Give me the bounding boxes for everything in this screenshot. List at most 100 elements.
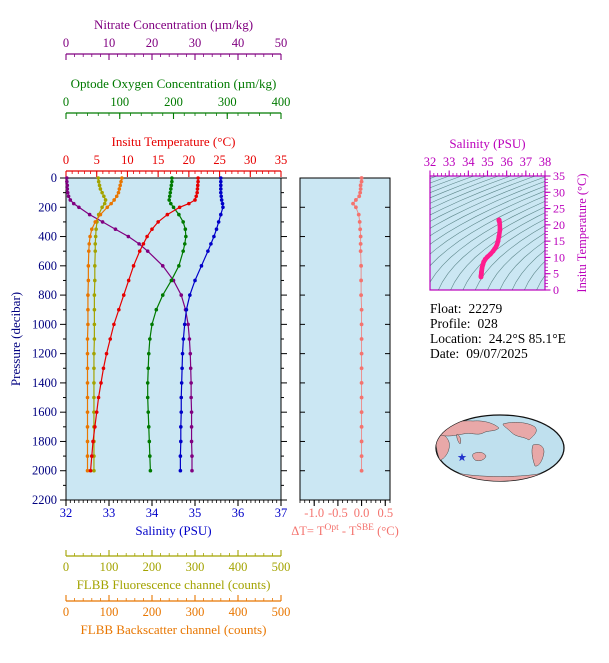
main-plot-area xyxy=(65,177,282,501)
svg-text:300: 300 xyxy=(218,95,237,109)
temperature-axis-title: Insitu Temperature (°C) xyxy=(112,134,236,149)
svg-text:500: 500 xyxy=(272,605,291,619)
svg-text:5: 5 xyxy=(553,267,559,281)
svg-text:0: 0 xyxy=(553,283,559,297)
pressure-axis: 0 200 400 600 800 1000 1200 1400 1600 1800 2000 220… xyxy=(8,171,287,507)
svg-text:-1.0: -1.0 xyxy=(304,506,324,520)
svg-text:20: 20 xyxy=(146,36,159,50)
location-value: 24.2°S 85.1°E xyxy=(488,331,566,346)
svg-text:2200: 2200 xyxy=(32,493,57,507)
svg-text:200: 200 xyxy=(164,95,183,109)
svg-text:20: 20 xyxy=(553,218,565,232)
svg-text:25: 25 xyxy=(213,153,226,167)
svg-text:50: 50 xyxy=(275,36,288,50)
svg-text:36: 36 xyxy=(232,506,245,520)
float-label: Float: xyxy=(430,301,462,316)
map-north-america xyxy=(502,422,537,441)
map-australia xyxy=(472,452,487,462)
ts-salinity-axis: 32 33 34 35 36 37 38 Salinity (PSU) xyxy=(424,136,551,176)
backscatter-axis: 0 100 200 300 400 500 FLBB Backscatter channel… xyxy=(63,595,291,637)
world-map xyxy=(435,414,565,482)
svg-text:32: 32 xyxy=(424,155,437,169)
svg-text:400: 400 xyxy=(229,560,248,574)
nitrate-axis: 0 10 20 30 40 50 Nitrate Concentration (µm/kg) xyxy=(63,17,287,60)
svg-text:30: 30 xyxy=(553,185,565,199)
temperature-axis: 0 5 10 15 20 25 30 35 Insitu Temperature (°C) xyxy=(63,134,287,177)
svg-text:35: 35 xyxy=(553,169,565,183)
delta-t-axes: -1.0 -0.5 0.0 0.5 xyxy=(299,177,393,520)
svg-text:10: 10 xyxy=(103,36,116,50)
svg-text:500: 500 xyxy=(272,560,291,574)
svg-text:5: 5 xyxy=(94,153,100,167)
salinity-axis: 32 33 34 35 36 37 Salinity (PSU) xyxy=(60,500,288,538)
svg-text:200: 200 xyxy=(143,605,162,619)
ts-curve xyxy=(478,217,503,280)
svg-text:37: 37 xyxy=(520,155,533,169)
float-id-line: Float: 22279 xyxy=(430,301,566,316)
svg-text:35: 35 xyxy=(275,153,288,167)
svg-text:35: 35 xyxy=(189,506,202,520)
location-label: Location: xyxy=(430,331,482,346)
svg-text:400: 400 xyxy=(229,605,248,619)
svg-text:2000: 2000 xyxy=(32,464,57,478)
nitrate-axis-title: Nitrate Concentration (µm/kg) xyxy=(94,17,253,32)
svg-text:15: 15 xyxy=(553,234,565,248)
map-south-america xyxy=(531,444,545,467)
fluorescence-axis-title: FLBB Fluorescence channel (counts) xyxy=(77,577,271,592)
svg-text:1400: 1400 xyxy=(32,376,57,390)
svg-text:40: 40 xyxy=(232,36,245,50)
backscatter-axis-title: FLBB Backscatter channel (counts) xyxy=(81,622,267,637)
svg-text:37: 37 xyxy=(275,506,288,520)
svg-text:34: 34 xyxy=(462,155,475,169)
oxygen-axis: 0 100 200 300 400 Optode Oxygen Concentration… xyxy=(63,76,291,119)
svg-text:25: 25 xyxy=(553,202,565,216)
profile-number-line: Profile: 028 xyxy=(430,316,566,331)
svg-text:32: 32 xyxy=(60,506,73,520)
svg-text:20: 20 xyxy=(183,153,196,167)
svg-text:33: 33 xyxy=(443,155,456,169)
pressure-axis-label: Pressure (decibar) xyxy=(8,292,23,386)
ts-temperature-axis: 0 5 10 15 20 25 30 35 Insitu Temperature (°C) xyxy=(545,169,589,297)
svg-text:1800: 1800 xyxy=(32,434,57,448)
svg-text:1600: 1600 xyxy=(32,405,57,419)
svg-text:10: 10 xyxy=(553,250,565,264)
svg-text:100: 100 xyxy=(100,560,119,574)
svg-text:0: 0 xyxy=(51,171,57,185)
svg-text:400: 400 xyxy=(272,95,291,109)
profile-label: Profile: xyxy=(430,316,471,331)
profile-value: 028 xyxy=(477,316,498,331)
oxygen-axis-title: Optode Oxygen Concentration (µm/kg) xyxy=(71,76,277,91)
svg-text:200: 200 xyxy=(38,200,57,214)
date-label: Date: xyxy=(430,346,460,361)
map-india xyxy=(456,433,462,445)
svg-text:33: 33 xyxy=(103,506,116,520)
svg-text:0: 0 xyxy=(63,153,69,167)
salinity-profile xyxy=(178,176,225,473)
oxygen-profile xyxy=(145,176,188,473)
svg-text:0.5: 0.5 xyxy=(377,506,393,520)
svg-text:15: 15 xyxy=(152,153,165,167)
svg-text:0: 0 xyxy=(63,560,69,574)
svg-text:400: 400 xyxy=(38,230,57,244)
svg-text:36: 36 xyxy=(500,155,513,169)
ts-salinity-axis-title: Salinity (PSU) xyxy=(449,136,525,151)
svg-text:800: 800 xyxy=(38,288,57,302)
backscatter-profile xyxy=(85,176,124,473)
delta-t-plot-area xyxy=(299,177,391,501)
salinity-axis-title: Salinity (PSU) xyxy=(135,523,211,538)
svg-text:1200: 1200 xyxy=(32,347,57,361)
svg-text:30: 30 xyxy=(189,36,202,50)
svg-text:30: 30 xyxy=(244,153,257,167)
date-value: 09/07/2025 xyxy=(466,346,528,361)
svg-text:600: 600 xyxy=(38,259,57,273)
float-location-star xyxy=(457,453,467,462)
svg-text:0: 0 xyxy=(63,36,69,50)
svg-text:34: 34 xyxy=(146,506,159,520)
svg-text:-0.5: -0.5 xyxy=(328,506,348,520)
svg-text:0: 0 xyxy=(63,95,69,109)
float-value: 22279 xyxy=(468,301,503,316)
delta-t-axis-label: ΔT= TOpt - TSBE (°C) xyxy=(291,523,399,538)
